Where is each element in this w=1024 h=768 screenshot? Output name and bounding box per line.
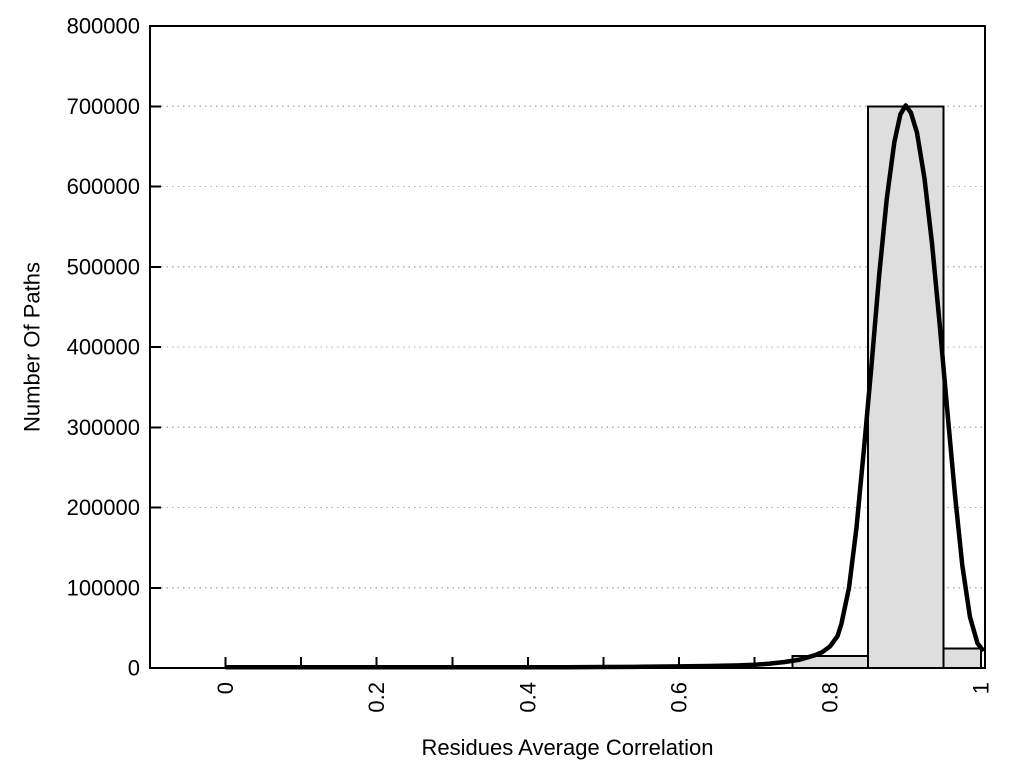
y-axis-title: Number Of Paths <box>20 262 45 432</box>
histogram-bar <box>866 105 945 669</box>
y-tick-label: 200000 <box>67 495 140 520</box>
y-tick-label: 600000 <box>67 174 140 199</box>
y-tick-labels: 0 100000 200000 300000 400000 500000 600000 700… <box>67 14 140 681</box>
histogram-bar <box>942 647 983 669</box>
x-tick-label: 0 <box>213 682 238 694</box>
x-axis-title: Residues Average Correlation <box>422 735 714 760</box>
x-tick-label: 0.2 <box>364 682 389 713</box>
y-tick-label: 700000 <box>67 94 140 119</box>
y-tick-label: 800000 <box>67 14 140 39</box>
y-tick-label: 400000 <box>67 335 140 360</box>
y-tick-label: 100000 <box>67 575 140 600</box>
x-tick-label: 0.4 <box>515 682 540 713</box>
x-tick-labels: 0 0.2 0.4 0.6 0.8 1 <box>213 682 994 713</box>
x-tick-label: 0.6 <box>666 682 691 713</box>
y-axis-ticks <box>151 25 161 669</box>
y-tick-label: 0 <box>128 656 140 681</box>
plot-frame <box>149 25 986 669</box>
x-tick-label: 0.8 <box>818 682 843 713</box>
y-tick-label: 300000 <box>67 415 140 440</box>
y-tick-label: 500000 <box>67 254 140 279</box>
x-tick-label: 1 <box>969 682 994 694</box>
